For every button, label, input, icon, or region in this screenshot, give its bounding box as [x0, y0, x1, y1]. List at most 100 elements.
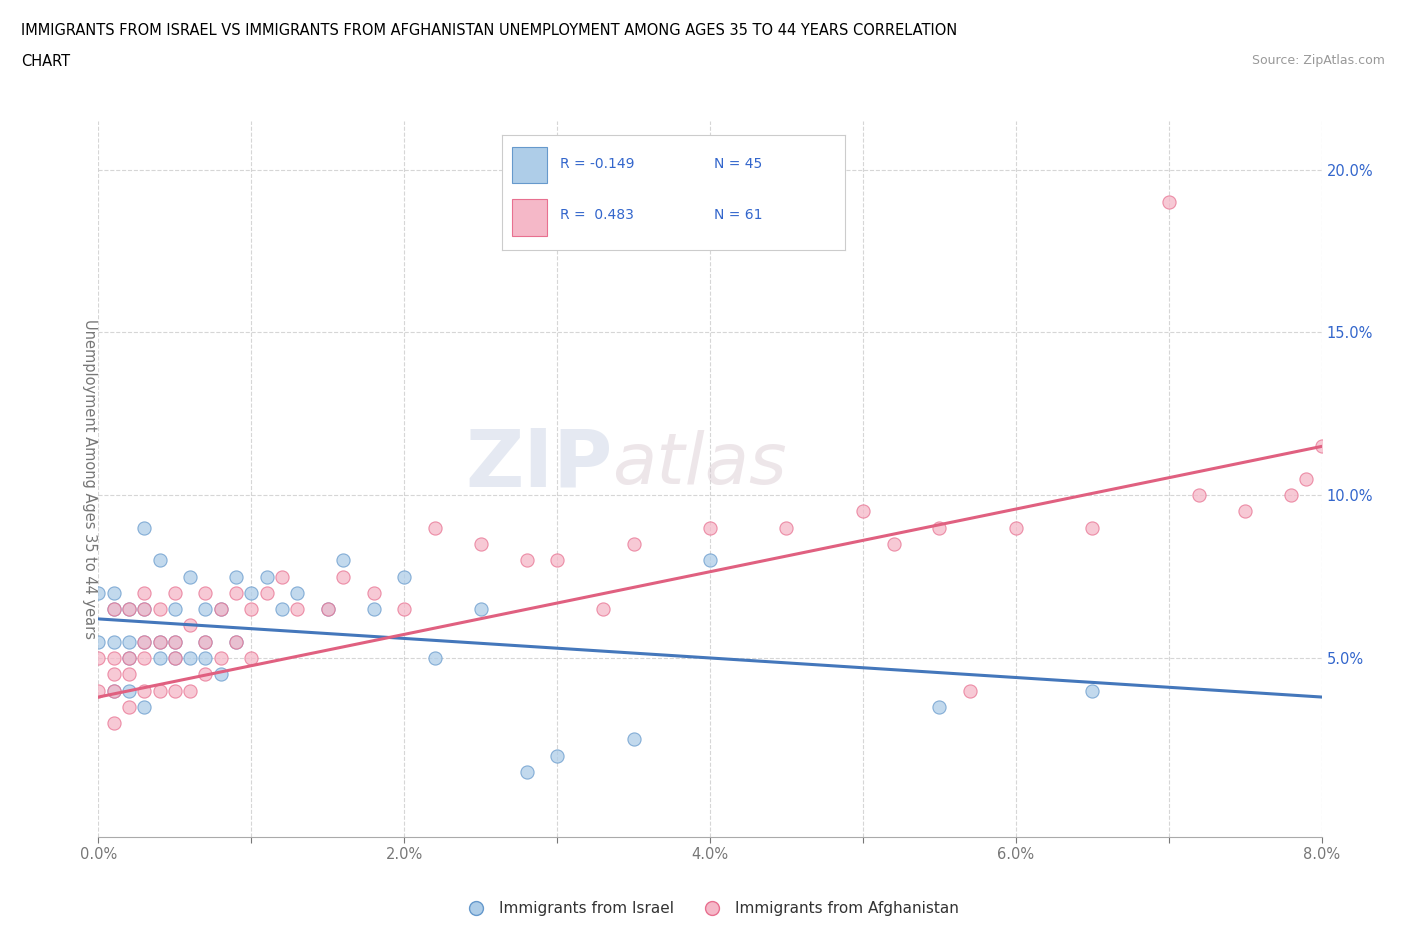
Point	[149, 651, 172, 666]
Point	[240, 586, 263, 601]
Point	[179, 569, 201, 584]
Point	[134, 634, 156, 649]
Point	[316, 602, 339, 617]
Point	[316, 602, 339, 617]
Point	[149, 683, 172, 698]
Point	[149, 634, 172, 649]
Point	[363, 586, 385, 601]
Point	[103, 602, 125, 617]
Legend: Immigrants from Israel, Immigrants from Afghanistan: Immigrants from Israel, Immigrants from …	[454, 896, 966, 923]
Point	[118, 634, 141, 649]
Point	[225, 569, 247, 584]
Point	[87, 683, 110, 698]
Point	[332, 552, 354, 567]
Point	[149, 634, 172, 649]
Point	[194, 634, 217, 649]
Point	[87, 586, 110, 601]
Point	[209, 651, 232, 666]
Point	[623, 537, 645, 551]
Point	[134, 699, 156, 714]
Point	[134, 521, 156, 536]
Point	[163, 651, 186, 666]
Point	[118, 651, 141, 666]
Point	[1157, 195, 1180, 210]
Point	[225, 586, 247, 601]
Point	[194, 602, 217, 617]
Point	[240, 651, 263, 666]
Point	[240, 602, 263, 617]
Point	[163, 634, 186, 649]
Point	[134, 683, 156, 698]
Point	[118, 699, 141, 714]
Point	[225, 634, 247, 649]
Point	[256, 586, 278, 601]
Text: Source: ZipAtlas.com: Source: ZipAtlas.com	[1251, 54, 1385, 67]
Point	[179, 651, 201, 666]
Point	[623, 732, 645, 747]
Point	[103, 651, 125, 666]
Point	[516, 764, 538, 779]
Point	[209, 602, 232, 617]
Point	[163, 683, 186, 698]
Point	[546, 552, 568, 567]
Point	[285, 586, 308, 601]
Point	[103, 586, 125, 601]
Point	[516, 552, 538, 567]
Point	[118, 602, 141, 617]
Point	[87, 651, 110, 666]
Point	[134, 602, 156, 617]
Point	[194, 667, 217, 682]
Point	[423, 521, 446, 536]
Y-axis label: Unemployment Among Ages 35 to 44 years: Unemployment Among Ages 35 to 44 years	[83, 319, 97, 639]
Point	[103, 683, 125, 698]
Point	[852, 504, 875, 519]
Point	[1279, 487, 1302, 502]
Point	[118, 651, 141, 666]
Point	[592, 602, 614, 617]
Point	[209, 667, 232, 682]
Point	[134, 651, 156, 666]
Point	[928, 521, 950, 536]
Point	[87, 634, 110, 649]
Text: IMMIGRANTS FROM ISRAEL VS IMMIGRANTS FROM AFGHANISTAN UNEMPLOYMENT AMONG AGES 35: IMMIGRANTS FROM ISRAEL VS IMMIGRANTS FRO…	[21, 23, 957, 38]
Point	[134, 634, 156, 649]
Point	[103, 667, 125, 682]
Point	[179, 618, 201, 633]
Point	[1295, 472, 1317, 486]
Point	[118, 602, 141, 617]
Point	[103, 683, 125, 698]
Point	[149, 602, 172, 617]
Point	[1081, 683, 1104, 698]
Point	[194, 634, 217, 649]
Point	[256, 569, 278, 584]
Point	[163, 602, 186, 617]
Point	[103, 634, 125, 649]
Point	[270, 602, 294, 617]
Point	[1081, 521, 1104, 536]
Point	[699, 521, 721, 536]
Text: ZIP: ZIP	[465, 426, 612, 504]
Point	[1004, 521, 1026, 536]
Point	[1188, 487, 1211, 502]
Point	[363, 602, 385, 617]
Point	[332, 569, 354, 584]
Point	[118, 667, 141, 682]
Point	[470, 537, 492, 551]
Point	[285, 602, 308, 617]
Point	[883, 537, 905, 551]
Point	[699, 552, 721, 567]
Point	[1310, 439, 1333, 454]
Point	[423, 651, 446, 666]
Point	[959, 683, 981, 698]
Point	[470, 602, 492, 617]
Point	[194, 586, 217, 601]
Point	[163, 651, 186, 666]
Point	[103, 602, 125, 617]
Point	[209, 602, 232, 617]
Point	[179, 683, 201, 698]
Point	[134, 586, 156, 601]
Point	[118, 683, 141, 698]
Point	[163, 586, 186, 601]
Point	[103, 716, 125, 731]
Point	[149, 552, 172, 567]
